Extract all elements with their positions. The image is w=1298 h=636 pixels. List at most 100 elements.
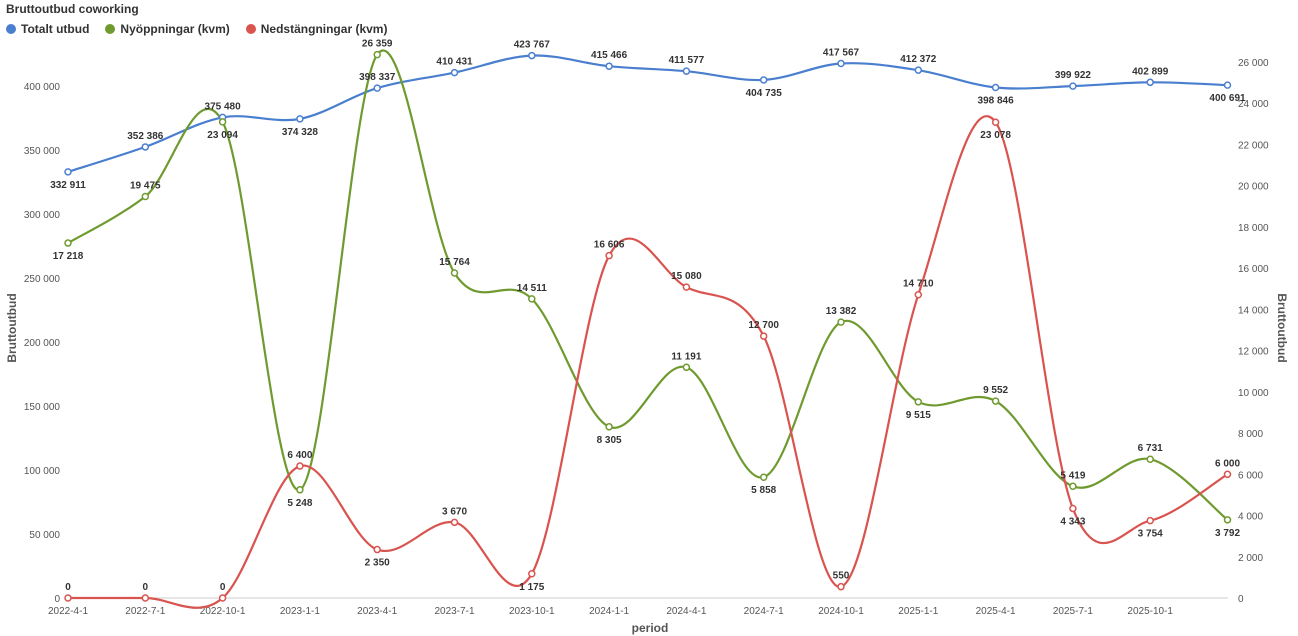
y2-tick-label: 4 000 <box>1238 512 1263 523</box>
data-point-2 <box>1146 516 1154 525</box>
data-point-1 <box>450 269 459 277</box>
legend-marker-openings <box>105 24 116 34</box>
data-label-1: 19 475 <box>130 181 161 192</box>
data-label-0: 352 386 <box>127 131 164 142</box>
data-point-2 <box>218 594 227 602</box>
series-line-2 <box>68 115 1229 609</box>
data-point-2 <box>605 251 613 260</box>
data-label-2: 3 754 <box>1138 529 1163 540</box>
data-label-2: 12 700 <box>748 320 779 331</box>
x-tick-label: 2023-4-1 <box>357 606 397 617</box>
data-point-1 <box>914 398 923 406</box>
y-tick-label: 200 000 <box>24 338 61 349</box>
data-point-0 <box>373 84 381 92</box>
x-tick-label: 2025-4-1 <box>976 606 1016 617</box>
data-label-1: 9 515 <box>906 410 931 421</box>
data-label-2: 0 <box>220 582 226 593</box>
data-label-0: 400 691 <box>1209 93 1246 104</box>
legend-item-closures[interactable]: Nedstängningar (kvm) <box>245 22 388 36</box>
data-point-1 <box>528 295 536 303</box>
legend-marker-total <box>6 24 16 34</box>
lines-layer <box>67 49 1229 609</box>
data-label-1: 11 191 <box>671 351 701 362</box>
data-label-1: 3 792 <box>1215 528 1240 539</box>
data-label-1: 5 419 <box>1060 470 1085 481</box>
points-layer <box>64 50 1232 602</box>
series-line-1 <box>67 49 1229 521</box>
y2-tick-label: 12 000 <box>1238 347 1269 358</box>
data-point-0 <box>1069 82 1077 90</box>
data-label-0: 375 480 <box>205 101 242 112</box>
data-point-0 <box>528 51 536 60</box>
y2-tick-label: 16 000 <box>1238 264 1269 275</box>
data-point-1 <box>296 486 304 494</box>
data-label-0: 412 372 <box>900 54 937 65</box>
x-tick-label: 2025-1-1 <box>898 606 938 617</box>
data-point-1 <box>141 192 150 201</box>
x-tick-label: 2022-7-1 <box>125 606 165 617</box>
y-tick-label: 250 000 <box>24 274 61 285</box>
data-label-2: 16 606 <box>594 240 625 251</box>
data-point-2 <box>141 594 150 602</box>
data-label-1: 8 305 <box>597 435 622 446</box>
legend-label-closures: Nedstängningar (kvm) <box>260 22 388 36</box>
data-point-0 <box>605 62 613 70</box>
data-label-0: 402 899 <box>1132 66 1169 77</box>
data-point-0 <box>759 76 768 84</box>
legend-item-total[interactable]: Totalt utbud <box>6 22 89 36</box>
data-point-2 <box>682 283 691 291</box>
data-point-0 <box>141 143 150 151</box>
x-tick-label: 2023-1-1 <box>280 606 320 617</box>
data-point-2 <box>837 582 845 591</box>
data-point-2 <box>528 570 536 578</box>
data-label-0: 398 846 <box>978 95 1015 106</box>
data-label-0: 399 922 <box>1055 70 1092 81</box>
y2-tick-label: 14 000 <box>1238 305 1269 316</box>
y-tick-label: 300 000 <box>24 210 61 221</box>
data-label-1: 13 382 <box>826 306 857 317</box>
data-point-2 <box>450 518 459 527</box>
legend-marker-closures <box>245 24 256 34</box>
x-tick-label: 2025-7-1 <box>1053 606 1093 617</box>
y-tick-label: 0 <box>54 594 60 605</box>
data-point-1 <box>759 473 768 481</box>
y2-tick-label: 8 000 <box>1238 429 1263 440</box>
data-point-0 <box>64 168 72 176</box>
data-label-2: 3 670 <box>442 506 467 517</box>
data-point-2 <box>296 462 304 470</box>
y2-tick-label: 10 000 <box>1238 388 1269 399</box>
data-label-1: 5 248 <box>287 498 312 509</box>
y2-axis-title: Bruttoutbud <box>1275 293 1289 362</box>
data-label-2: 23 078 <box>980 130 1011 141</box>
chart-title: Bruttoutbud coworking <box>6 2 139 16</box>
x-tick-label: 2025-10-1 <box>1127 606 1173 617</box>
x-tick-label: 2024-4-1 <box>666 606 706 617</box>
data-point-1 <box>373 50 381 59</box>
x-tick-label: 2023-7-1 <box>434 606 474 617</box>
data-point-2 <box>991 118 1000 126</box>
legend-label-openings: Nyöppningar (kvm) <box>120 22 230 36</box>
data-label-0: 411 577 <box>669 55 705 66</box>
data-label-1: 5 858 <box>751 485 776 496</box>
y-tick-label: 350 000 <box>24 146 61 157</box>
data-label-0: 415 466 <box>591 50 628 61</box>
data-label-0: 374 328 <box>282 127 319 138</box>
data-label-2: 6 400 <box>287 450 312 461</box>
x-axis-title: period <box>632 621 669 635</box>
data-point-1 <box>218 118 227 126</box>
x-tick-label: 2023-10-1 <box>509 606 555 617</box>
axes-layer: 0 50 000 100 000 150 000 200 000 250 000 300 0… <box>24 58 1269 617</box>
series-line-0 <box>67 54 1228 173</box>
x-tick-label: 2024-7-1 <box>744 606 784 617</box>
data-point-0 <box>914 66 923 74</box>
x-tick-label: 2022-10-1 <box>200 606 246 617</box>
legend-item-openings[interactable]: Nyöppningar (kvm) <box>105 22 230 36</box>
data-label-2: 1 175 <box>519 582 544 593</box>
data-point-2 <box>1223 470 1232 479</box>
y2-tick-label: 26 000 <box>1238 58 1269 69</box>
data-label-2: 6 000 <box>1215 458 1240 469</box>
data-point-1 <box>1223 516 1232 524</box>
y2-tick-label: 0 <box>1238 594 1244 605</box>
y-tick-label: 400 000 <box>24 82 61 93</box>
